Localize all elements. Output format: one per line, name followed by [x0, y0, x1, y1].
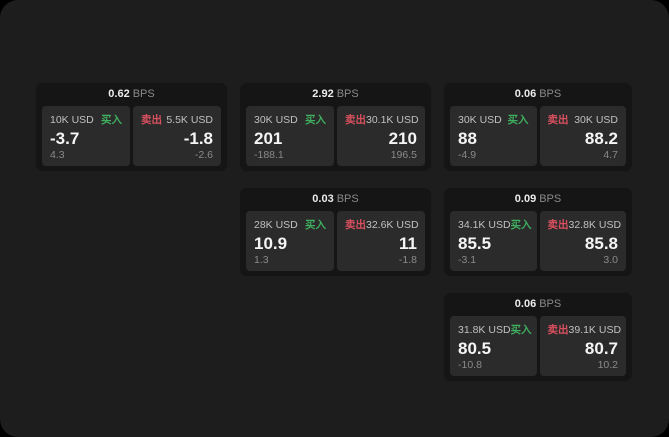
buy-quote-panel[interactable]: 34.1K USD 买入 85.5 -3.1	[450, 211, 537, 271]
sell-size-label: 30K USD	[574, 113, 618, 126]
quote-panels: 30K USD 买入 88 -4.9 卖出 30K USD 88.2 4.7	[450, 106, 626, 166]
sell-price: 80.7	[584, 338, 618, 358]
spread-unit: BPS	[132, 88, 155, 100]
sell-size-label: 39.1K USD	[568, 323, 622, 336]
spread-unit: BPS	[539, 298, 562, 310]
spread-unit: BPS	[336, 88, 359, 100]
quote-card: 0.06 BPS 31.8K USD 买入 80.5 -10.8 卖出 39.1K…	[443, 292, 633, 382]
buy-label: 买入	[305, 219, 326, 231]
buy-delta: -4.9	[458, 149, 477, 161]
quote-card: 0.03 BPS 28K USD 买入 10.9 1.3 卖出 32.6K USD	[239, 187, 432, 277]
spread-header: 0.06 BPS	[450, 297, 626, 312]
sell-delta: 4.7	[603, 149, 618, 161]
spread-unit: BPS	[539, 193, 562, 205]
sell-price: 210	[388, 128, 417, 148]
spread-value: 0.09	[514, 193, 537, 205]
spread-value: 0.06	[514, 298, 537, 310]
sell-size-label: 32.6K USD	[366, 218, 419, 231]
sell-size-label: 32.8K USD	[568, 218, 622, 231]
sell-quote-panel[interactable]: 卖出 30.1K USD 210 196.5	[337, 106, 425, 166]
sell-quote-panel[interactable]: 卖出 5.5K USD -1.8 -2.6	[133, 106, 221, 166]
buy-quote-panel[interactable]: 30K USD 买入 88 -4.9	[450, 106, 537, 166]
quote-card: 2.92 BPS 30K USD 买入 201 -188.1 卖出 30.1K U…	[239, 82, 432, 172]
buy-label: 买入	[510, 324, 532, 336]
quote-card: 0.06 BPS 30K USD 买入 88 -4.9 卖出 30K USD	[443, 82, 633, 172]
quote-card: 0.09 BPS 34.1K USD 买入 85.5 -3.1 卖出 32.8K …	[443, 187, 633, 277]
buy-price: -3.7	[50, 128, 80, 148]
buy-price: 88	[458, 128, 477, 148]
spread-unit: BPS	[336, 193, 359, 205]
spread-header: 0.62 BPS	[42, 87, 221, 102]
quote-panels: 30K USD 买入 201 -188.1 卖出 30.1K USD 210 1…	[246, 106, 425, 166]
sell-label: 卖出	[345, 219, 366, 231]
spread-value: 2.92	[312, 88, 334, 100]
sell-delta: 3.0	[603, 254, 618, 266]
spread-header: 2.92 BPS	[246, 87, 425, 102]
buy-price: 80.5	[458, 338, 492, 358]
quote-panels: 31.8K USD 买入 80.5 -10.8 卖出 39.1K USD 80.…	[450, 316, 626, 376]
spread-value: 0.62	[108, 88, 130, 100]
buy-label: 买入	[510, 219, 532, 231]
buy-quote-panel[interactable]: 30K USD 买入 201 -188.1	[246, 106, 334, 166]
spread-unit: BPS	[539, 88, 562, 100]
sell-label: 卖出	[345, 114, 366, 126]
sell-price: -1.8	[183, 128, 213, 148]
buy-quote-panel[interactable]: 31.8K USD 买入 80.5 -10.8	[450, 316, 537, 376]
buy-label: 买入	[305, 114, 326, 126]
buy-label: 买入	[101, 114, 122, 126]
sell-label: 卖出	[547, 114, 569, 126]
buy-label: 买入	[507, 114, 529, 126]
quote-panels: 28K USD 买入 10.9 1.3 卖出 32.6K USD 11 -1.8	[246, 211, 425, 271]
buy-size-label: 28K USD	[254, 218, 298, 231]
sell-price: 11	[399, 233, 417, 253]
quote-card: 0.62 BPS 10K USD 买入 -3.7 4.3 卖出 5.5K USD	[35, 82, 228, 172]
sell-price: 88.2	[584, 128, 618, 148]
spread-header: 0.03 BPS	[246, 192, 425, 207]
sell-price: 85.8	[584, 233, 618, 253]
buy-size-label: 10K USD	[50, 113, 94, 126]
sell-quote-panel[interactable]: 卖出 32.8K USD 85.8 3.0	[539, 211, 626, 271]
spread-header: 0.06 BPS	[450, 87, 626, 102]
buy-size-label: 30K USD	[254, 113, 298, 126]
quote-panels: 10K USD 买入 -3.7 4.3 卖出 5.5K USD -1.8 -2.…	[42, 106, 221, 166]
buy-delta: 1.3	[254, 254, 269, 266]
sell-quote-panel[interactable]: 卖出 30K USD 88.2 4.7	[539, 106, 626, 166]
buy-delta: -188.1	[254, 149, 284, 161]
buy-price: 10.9	[254, 233, 288, 253]
buy-delta: -3.1	[458, 254, 477, 266]
buy-price: 85.5	[458, 233, 492, 253]
sell-delta: -2.6	[194, 149, 213, 161]
buy-size-label: 30K USD	[458, 113, 502, 126]
spread-value: 0.06	[514, 88, 537, 100]
buy-delta: 4.3	[50, 149, 65, 161]
sell-delta: 10.2	[597, 359, 618, 371]
sell-label: 卖出	[547, 219, 569, 231]
sell-delta: 196.5	[390, 149, 417, 161]
buy-quote-panel[interactable]: 10K USD 买入 -3.7 4.3	[42, 106, 130, 166]
buy-delta: -10.8	[458, 359, 482, 371]
sell-size-label: 30.1K USD	[366, 113, 419, 126]
buy-price: 201	[254, 128, 283, 148]
buy-size-label: 34.1K USD	[458, 218, 511, 231]
sell-quote-panel[interactable]: 卖出 32.6K USD 11 -1.8	[337, 211, 425, 271]
sell-size-label: 5.5K USD	[166, 113, 213, 126]
buy-size-label: 31.8K USD	[458, 323, 511, 336]
spread-value: 0.03	[312, 193, 334, 205]
buy-quote-panel[interactable]: 28K USD 买入 10.9 1.3	[246, 211, 334, 271]
quote-panels: 34.1K USD 买入 85.5 -3.1 卖出 32.8K USD 85.8…	[450, 211, 626, 271]
sell-delta: -1.8	[398, 254, 417, 266]
sell-quote-panel[interactable]: 卖出 39.1K USD 80.7 10.2	[539, 316, 626, 376]
sell-label: 卖出	[141, 114, 162, 126]
quote-card-grid: 0.62 BPS 10K USD 买入 -3.7 4.3 卖出 5.5K USD	[35, 82, 633, 382]
spread-header: 0.09 BPS	[450, 192, 626, 207]
sell-label: 卖出	[547, 324, 569, 336]
